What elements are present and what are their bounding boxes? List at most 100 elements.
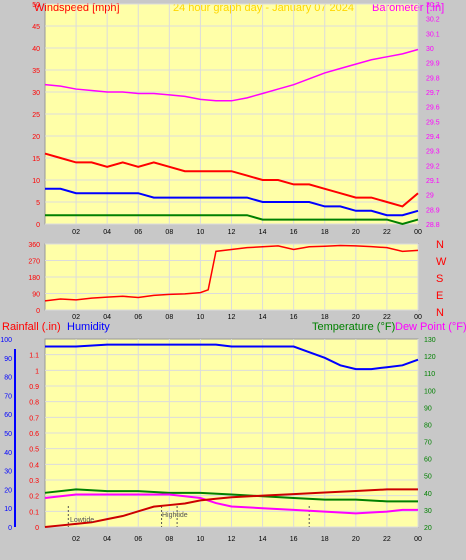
- x-tick-label-00: 00: [414, 314, 422, 321]
- humidity-tick-30: 30: [4, 469, 12, 476]
- temp-tick-60: 60: [424, 457, 432, 464]
- wind-tick-40: 40: [32, 46, 40, 53]
- humidity-tick-100: 100: [0, 337, 12, 344]
- x-tick-label-10: 10: [197, 229, 205, 236]
- x-tick-label-14: 14: [259, 229, 267, 236]
- rain-tick-1: 1: [35, 368, 39, 375]
- humidity-tick-10: 10: [4, 506, 12, 513]
- x-tick-label-06: 06: [134, 314, 142, 321]
- x-tick-label-12: 12: [228, 536, 236, 543]
- x-tick-label-08: 08: [165, 536, 173, 543]
- wind-tick-0: 0: [36, 222, 40, 229]
- humidity-tick-60: 60: [4, 412, 12, 419]
- temp-tick-90: 90: [424, 405, 432, 412]
- x-tick-label-10: 10: [197, 314, 205, 321]
- x-tick-label-18: 18: [321, 229, 329, 236]
- rain-tick-0: 0: [35, 525, 39, 532]
- rain-tick-0.7: 0.7: [29, 415, 39, 422]
- x-tick-label-04: 04: [103, 229, 111, 236]
- baro-tick-30.1: 30.1: [426, 31, 440, 38]
- humidity-tick-50: 50: [4, 431, 12, 438]
- wind-tick-35: 35: [32, 68, 40, 75]
- x-tick-label-06: 06: [134, 229, 142, 236]
- wind-direction-line: [44, 244, 419, 302]
- x-tick-label-12: 12: [228, 314, 236, 321]
- temp-tick-30: 30: [424, 508, 432, 515]
- direction-tick-270: 270: [28, 259, 40, 266]
- x-tick-label-04: 04: [103, 314, 111, 321]
- baro-tick-28.8: 28.8: [426, 222, 440, 229]
- humidity-tick-90: 90: [4, 356, 12, 363]
- temperature-axis-label: Temperature (°F): [312, 321, 395, 333]
- temperature-line: [44, 488, 418, 503]
- x-tick-label-20: 20: [352, 229, 360, 236]
- direction-tick-180: 180: [28, 275, 40, 282]
- baro-tick-29.4: 29.4: [426, 134, 440, 141]
- humidity-tick-70: 70: [4, 393, 12, 400]
- compass-letter-E: E: [436, 290, 443, 302]
- x-tick-label-06: 06: [134, 536, 142, 543]
- x-tick-label-08: 08: [165, 314, 173, 321]
- rain-tick-0.1: 0.1: [29, 509, 39, 516]
- wind-gust-line: [44, 152, 419, 208]
- humidity-tick-0: 0: [8, 525, 12, 532]
- x-tick-label-22: 22: [383, 229, 391, 236]
- compass-letter-S: S: [436, 273, 443, 285]
- baro-tick-29.9: 29.9: [426, 61, 440, 68]
- wind-tick-50: 50: [32, 2, 40, 9]
- baro-tick-30.3: 30.3: [426, 2, 440, 9]
- temp-tick-40: 40: [424, 491, 432, 498]
- rain-tick-0.8: 0.8: [29, 400, 39, 407]
- temp-tick-130: 130: [424, 337, 436, 344]
- baro-tick-30: 30: [426, 46, 434, 53]
- axis-ticks: 0202020404040606060808081010101212121414…: [0, 2, 439, 543]
- wind-tick-10: 10: [32, 178, 40, 185]
- rain-tick-0.4: 0.4: [29, 462, 39, 469]
- baro-tick-30.2: 30.2: [426, 17, 440, 24]
- rainfall-axis-label: Rainfall (.in): [2, 321, 61, 333]
- x-tick-label-14: 14: [259, 536, 267, 543]
- temp-tick-120: 120: [424, 354, 436, 361]
- compass-letter-W: W: [436, 256, 447, 268]
- baro-tick-29.8: 29.8: [426, 75, 440, 82]
- temp-tick-80: 80: [424, 422, 432, 429]
- x-tick-label-22: 22: [383, 536, 391, 543]
- wind-tick-45: 45: [32, 24, 40, 31]
- humidity-line: [45, 343, 419, 371]
- x-tick-label-18: 18: [321, 536, 329, 543]
- humidity-tick-80: 80: [4, 375, 12, 382]
- rain-tick-0.9: 0.9: [29, 384, 39, 391]
- baro-tick-29.2: 29.2: [426, 163, 440, 170]
- rain-tick-0.2: 0.2: [29, 494, 39, 501]
- temp-tick-110: 110: [424, 371, 435, 378]
- baro-tick-29.6: 29.6: [426, 105, 440, 112]
- rainfall-line: [44, 488, 418, 528]
- x-tick-label-16: 16: [290, 229, 298, 236]
- compass-letter-N: N: [436, 307, 444, 319]
- temp-tick-20: 20: [424, 525, 432, 532]
- wind-tick-30: 30: [32, 90, 40, 97]
- dew-point-line: [44, 493, 418, 515]
- windspeed-axis-label: Windspeed [mph]: [34, 2, 120, 14]
- direction-tick-0: 0: [36, 308, 40, 315]
- baro-tick-29.7: 29.7: [426, 90, 440, 97]
- x-tick-label-12: 12: [228, 229, 236, 236]
- dew-point-axis-label: Dew Point (°F): [395, 321, 466, 333]
- x-tick-label-16: 16: [290, 536, 298, 543]
- baro-tick-28.9: 28.9: [426, 207, 440, 214]
- humidity-tick-20: 20: [4, 487, 12, 494]
- rain-tick-1.1: 1.1: [29, 353, 39, 360]
- x-tick-label-00: 00: [414, 536, 422, 543]
- x-tick-label-20: 20: [352, 314, 360, 321]
- rain-tick-0.5: 0.5: [29, 447, 39, 454]
- barometer-axis-label: Barometer [.in]: [372, 2, 444, 14]
- x-tick-label-02: 02: [72, 536, 80, 543]
- hightide-label: Hightide: [162, 512, 188, 519]
- chart-title: 24 hour graph day - January 07 2024: [173, 2, 354, 14]
- x-tick-label-02: 02: [72, 314, 80, 321]
- x-tick-label-08: 08: [165, 229, 173, 236]
- wind-tick-25: 25: [32, 112, 40, 119]
